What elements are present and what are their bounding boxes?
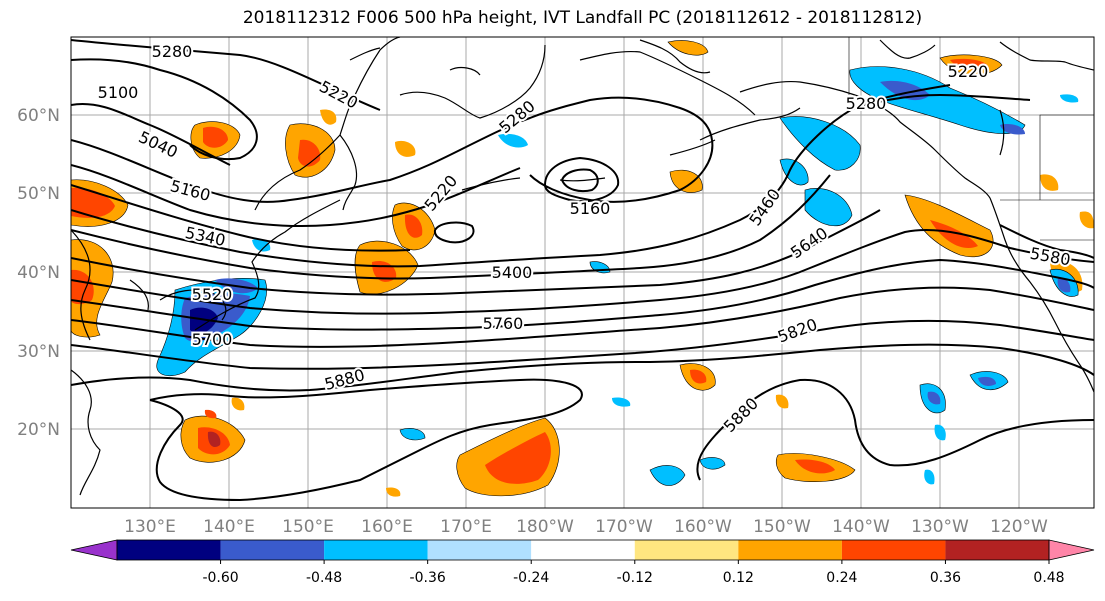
contour-label: 5700 [192,330,233,349]
contour-label: 5400 [492,263,533,282]
contour-label: 5280 [846,94,887,113]
colorbar-segment [634,540,739,560]
contour-label: 5760 [483,314,524,333]
colorbar-segment [324,540,428,560]
longitude-label: 160°W [674,517,732,537]
longitude-label: 140°W [832,517,890,537]
colorbar-tick-label: 0.36 [930,570,961,586]
height-contours [71,39,1094,502]
colorbar-segment [945,540,1049,560]
longitude-labels: 130°E 140°E 150°E 160°E 170°E 180°W 170°W 160°W… [124,517,1048,537]
longitude-label: 170°W [595,517,653,537]
latitude-label: 50°N [17,184,60,204]
longitude-label: 180°W [516,517,574,537]
longitude-label: 150°W [753,517,811,537]
contour-label: 5100 [98,83,139,102]
contour-label: 5220 [948,62,989,81]
plot-frame [70,36,1095,509]
colorbar-tick-label: 0.48 [1033,570,1064,586]
colorbar-extend-min [70,539,118,561]
longitude-label: 160°E [361,517,413,537]
longitude-label: 130°W [911,517,969,537]
colorbar-tick-label: -0.24 [513,570,549,586]
latitude-label: 30°N [17,342,60,362]
boundaries [848,37,1094,241]
colorbar-segment [427,540,532,560]
colorbar-frame [116,539,1050,561]
colorbar-tick-label: -0.12 [617,570,653,586]
colorbar-segment [841,540,946,560]
colorbar-segment [117,540,221,560]
colorbar-extend-max [1048,539,1095,561]
longitude-label: 140°E [203,517,255,537]
coastlines [71,37,1094,496]
colorbar-segment [220,540,325,560]
colorbar-segment [531,540,635,560]
contour-label: 5520 [192,285,233,304]
colorbar-tick-label: 0.12 [723,570,754,586]
map-title: 2018112312 F006 500 hPa height, IVT Land… [242,8,923,28]
colorbar-tick-label: -0.60 [202,570,238,586]
latitude-label: 60°N [17,106,60,126]
colorbar-segment [738,540,842,560]
latitude-label: 20°N [17,420,60,440]
longitude-label: 150°E [282,517,334,537]
colorbar-tick-label: -0.48 [306,570,342,586]
colorbar-tick-label: -0.36 [410,570,446,586]
longitude-label: 130°E [124,517,176,537]
latitude-label: 40°N [17,263,60,283]
colorbar-tick-label: 0.24 [826,570,857,586]
colorbar: -0.60 -0.48 -0.36 -0.24 -0.12 0.12 0.24 0.36 0.4… [70,539,1095,586]
contour-label: 5280 [152,42,193,61]
contour-label: 5160 [570,199,611,218]
longitude-label: 170°E [440,517,492,537]
latitude-labels: 60°N 50°N 40°N 30°N 20°N [17,106,60,440]
longitude-label: 120°W [990,517,1048,537]
